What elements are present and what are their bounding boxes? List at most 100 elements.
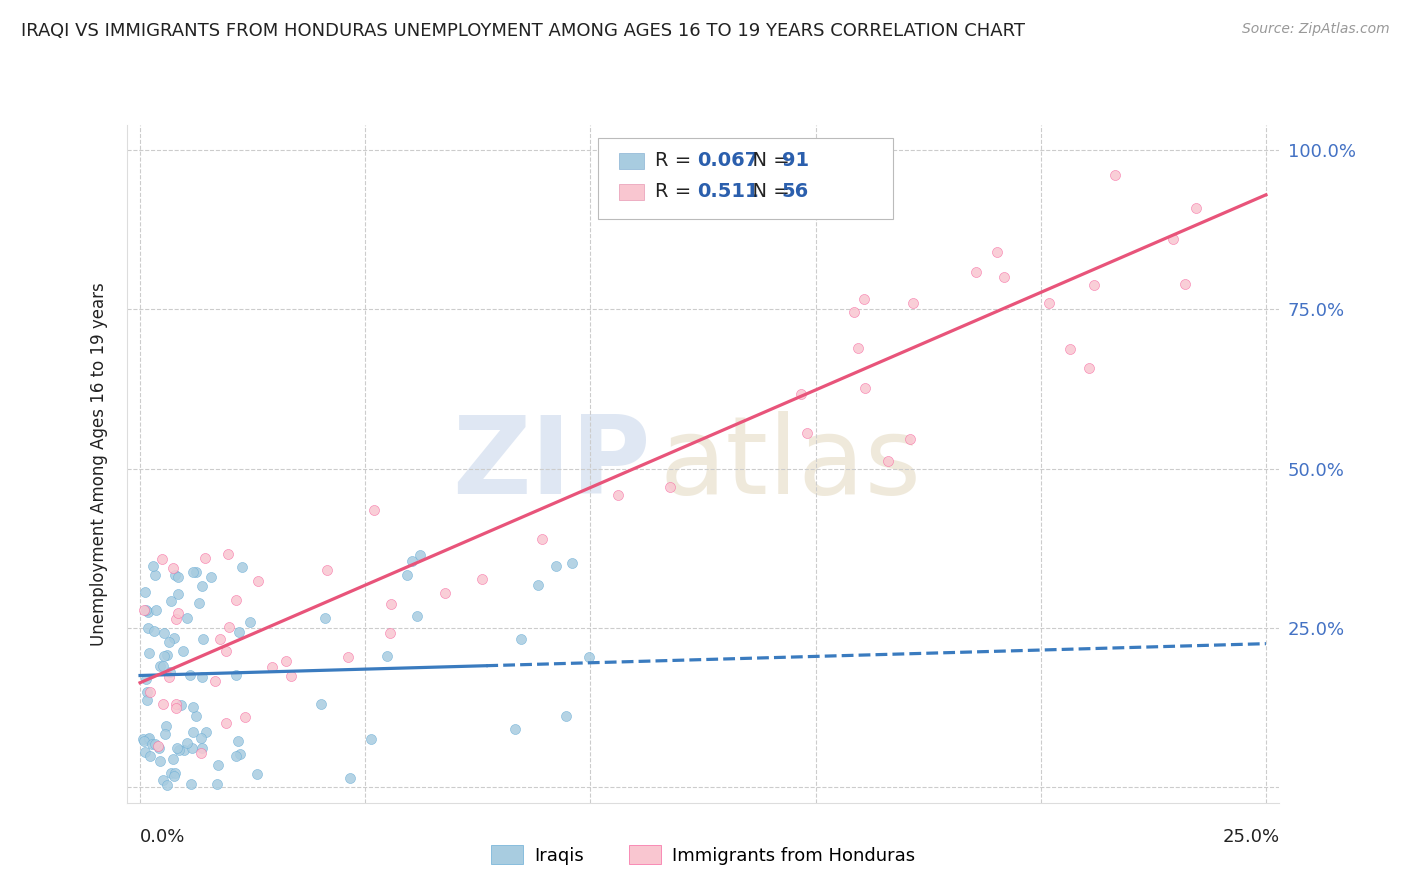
Point [173, 743, 195, 757]
Point [309, 697, 332, 711]
Point [658, 480, 681, 494]
Point [180, 777, 202, 791]
Point [406, 609, 429, 624]
Point [132, 734, 155, 748]
Point [135, 672, 157, 686]
Point [135, 692, 157, 706]
Point [135, 602, 157, 616]
Point [179, 668, 201, 682]
Point [167, 606, 190, 620]
Point [163, 769, 186, 783]
Point [986, 244, 1008, 259]
Point [149, 658, 172, 673]
Point [190, 731, 212, 746]
Point [337, 650, 360, 665]
Point [156, 778, 179, 792]
Point [204, 673, 226, 688]
Point [607, 488, 630, 502]
Point [143, 568, 166, 582]
Point [172, 644, 194, 658]
Point [363, 503, 385, 517]
Point [842, 305, 865, 319]
Point [176, 735, 198, 749]
Point [132, 732, 155, 747]
Point [167, 570, 190, 584]
Point [215, 715, 238, 730]
Point [162, 560, 184, 574]
Point [1038, 296, 1060, 310]
Point [188, 596, 211, 610]
Point [146, 739, 169, 753]
Text: R =: R = [655, 182, 704, 202]
Point [578, 650, 600, 665]
Point [218, 620, 240, 634]
Point [200, 570, 222, 584]
Point [215, 644, 238, 658]
Point [993, 269, 1015, 284]
Point [134, 602, 156, 616]
Point [228, 733, 250, 747]
Point [152, 772, 174, 787]
Point [169, 743, 191, 757]
Point [184, 565, 207, 579]
Point [142, 559, 165, 574]
Point [162, 751, 184, 765]
Point [134, 745, 156, 759]
Point [233, 710, 256, 724]
Point [1077, 361, 1099, 376]
Point [157, 669, 180, 683]
Point [853, 293, 876, 307]
Point [1059, 342, 1081, 356]
Point [160, 594, 183, 608]
Point [526, 578, 548, 592]
Point [205, 777, 228, 791]
Text: R =: R = [655, 151, 697, 170]
Point [139, 748, 162, 763]
Point [136, 605, 159, 619]
Point [561, 556, 583, 570]
Point [166, 587, 188, 601]
Point [314, 611, 336, 625]
Point [163, 567, 186, 582]
Point [191, 632, 214, 647]
Point [380, 597, 402, 611]
Legend: Iraqis, Immigrants from Honduras: Iraqis, Immigrants from Honduras [484, 838, 922, 871]
Point [155, 719, 177, 733]
Text: IRAQI VS IMMIGRANTS FROM HONDURAS UNEMPLOYMENT AMONG AGES 16 TO 19 YEARS CORRELA: IRAQI VS IMMIGRANTS FROM HONDURAS UNEMPL… [21, 22, 1025, 40]
Point [846, 341, 869, 355]
Point [209, 632, 232, 647]
Point [153, 727, 176, 741]
Point [555, 708, 578, 723]
Point [1104, 169, 1126, 183]
Point [360, 731, 382, 746]
Point [229, 747, 252, 761]
Point [191, 740, 214, 755]
Point [965, 265, 987, 279]
Point [170, 698, 193, 712]
Point [231, 560, 253, 574]
Point [134, 584, 156, 599]
Point [153, 648, 176, 663]
Point [181, 565, 204, 579]
Text: N =: N = [740, 182, 796, 202]
Point [228, 624, 250, 639]
Point [396, 568, 419, 582]
Point [239, 615, 262, 630]
Text: ZIP: ZIP [453, 411, 651, 516]
Point [1083, 277, 1105, 292]
Point [181, 725, 204, 739]
Point [375, 649, 398, 664]
Point [225, 748, 247, 763]
Text: 91: 91 [782, 151, 808, 170]
Point [138, 731, 160, 745]
Point [225, 593, 247, 607]
Point [194, 724, 217, 739]
Point [207, 758, 229, 772]
Point [260, 659, 283, 673]
Point [136, 685, 159, 699]
Point [1184, 202, 1206, 216]
Point [898, 432, 921, 446]
Point [276, 654, 298, 668]
Point [143, 737, 166, 751]
Point [401, 554, 423, 568]
